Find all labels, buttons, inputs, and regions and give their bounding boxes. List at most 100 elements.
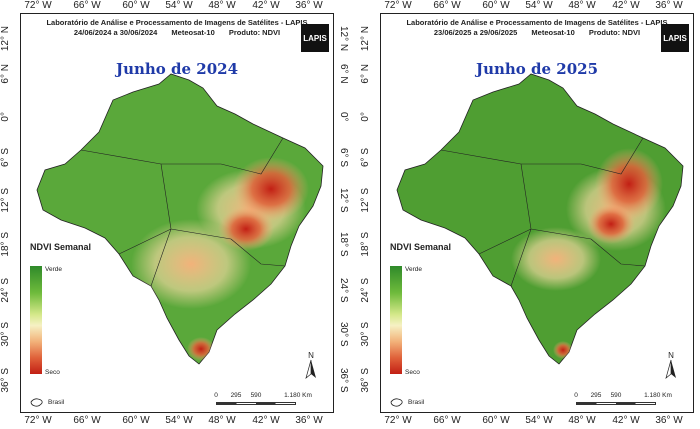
dry-area <box>595 148 663 220</box>
ndvi-map <box>36 73 324 365</box>
lat-tick: 30° S <box>0 322 11 347</box>
north-label: N <box>668 351 674 360</box>
lon-tick: 72° W <box>384 415 412 426</box>
lon-tick: 60° W <box>482 0 510 11</box>
brazil-outline-icon <box>30 398 43 407</box>
map-frame: Laboratório de Análise e Processamento d… <box>20 13 334 413</box>
map-panel-2025: Laboratório de Análise e Processamento d… <box>360 0 700 429</box>
map-title: Junho de 2025 <box>475 60 599 78</box>
lat-tick: 6° S <box>698 148 700 168</box>
satellite-label: Meteosat-10 <box>171 28 215 37</box>
ndvi-map <box>396 73 684 365</box>
lat-tick: 6° N <box>0 64 11 84</box>
lat-tick: 12° S <box>0 188 11 213</box>
period-label: 24/06/2024 a 30/06/2024 <box>73 28 158 37</box>
lat-tick: 18° S <box>0 232 11 257</box>
lon-tick: 36° W <box>295 0 323 11</box>
brazil-legend-label: Brasil <box>48 399 65 406</box>
lat-tick: 12° S <box>698 188 700 213</box>
lat-tick: 0° <box>0 112 11 122</box>
brazil-shape <box>36 73 324 365</box>
lon-tick: 60° W <box>122 415 150 426</box>
lat-tick: 6° N <box>338 64 349 84</box>
scale-bar-graphic <box>216 402 296 405</box>
lat-tick: 24° S <box>698 278 700 303</box>
lon-tick: 72° W <box>24 0 52 11</box>
lat-tick: 12° S <box>338 188 349 213</box>
brazil-outline-icon <box>390 398 403 407</box>
lon-tick: 48° W <box>208 0 236 11</box>
state-border <box>80 137 286 287</box>
scale-label: 295 <box>590 392 602 399</box>
lon-tick: 60° W <box>482 415 510 426</box>
ndvi-color-ramp <box>390 266 402 374</box>
scale-bar-graphic <box>576 402 656 405</box>
header-line1: Laboratório de Análise e Processamento d… <box>406 18 668 27</box>
satellite-label: Meteosat-10 <box>531 28 575 37</box>
lat-tick: 12° N <box>338 26 349 52</box>
lat-tick: 18° S <box>698 232 700 257</box>
brazil-legend: Brasil <box>30 398 64 407</box>
lon-tick: 72° W <box>384 0 412 11</box>
lon-tick: 42° W <box>252 415 280 426</box>
map-frame: Laboratório de Análise e Processamento d… <box>380 13 694 413</box>
lat-tick: 12° N <box>360 26 371 52</box>
dry-area <box>233 157 309 221</box>
brazil-legend-label: Brasil <box>408 399 425 406</box>
lat-tick: 6° N <box>360 64 371 84</box>
lon-tick: 60° W <box>122 0 150 11</box>
ndvi-color-ramp <box>30 266 42 374</box>
lapis-logo: LAPIS <box>301 24 329 52</box>
lat-tick: 0° <box>360 112 371 122</box>
lat-tick: 6° N <box>698 64 700 84</box>
lat-tick: 12° N <box>698 26 700 52</box>
north-label: N <box>308 351 314 360</box>
lon-tick: 72° W <box>24 415 52 426</box>
lon-tick: 66° W <box>73 0 101 11</box>
lon-tick: 36° W <box>655 0 683 11</box>
scale-label: 590 <box>610 392 622 399</box>
legend-low-label: Seco <box>45 369 60 376</box>
scale-label: 590 <box>250 392 262 399</box>
lon-tick: 66° W <box>433 0 461 11</box>
lon-tick: 36° W <box>295 415 323 426</box>
legend-title: NDVI Semanal <box>30 242 92 252</box>
legend-title: NDVI Semanal <box>390 242 452 252</box>
lapis-logo: LAPIS <box>661 24 689 52</box>
lat-tick: 36° S <box>360 368 371 393</box>
lat-tick: 6° S <box>338 148 349 168</box>
lon-tick: 54° W <box>165 415 193 426</box>
scale-label: 295 <box>230 392 242 399</box>
scale-label: 1.180 Km <box>284 392 312 399</box>
panel-divider <box>349 0 357 429</box>
scale-label: 1.180 Km <box>644 392 672 399</box>
header-line2: 24/06/2024 a 30/06/2024 Meteosat-10 Prod… <box>21 28 333 37</box>
scale-bar: 0 295 590 1.180 Km <box>214 392 326 410</box>
lat-tick: 36° S <box>338 368 349 393</box>
lat-tick: 12° N <box>0 26 11 52</box>
scale-label: 0 <box>214 392 218 399</box>
lat-tick: 18° S <box>360 232 371 257</box>
scale-label: 0 <box>574 392 578 399</box>
state-border <box>440 137 646 287</box>
legend-high-label: Verde <box>405 266 422 273</box>
dry-area <box>587 204 635 244</box>
dry-area <box>218 207 274 251</box>
lon-tick: 66° W <box>433 415 461 426</box>
lat-tick: 0° <box>338 112 349 122</box>
product-label: Produto: NDVI <box>228 28 281 37</box>
lon-tick: 42° W <box>612 415 640 426</box>
lat-tick: 24° S <box>338 278 349 303</box>
brazil-shape <box>396 73 684 365</box>
dry-area <box>187 337 215 361</box>
lat-tick: 30° S <box>360 322 371 347</box>
scale-bar: 0 295 590 1.180 Km <box>574 392 686 410</box>
north-arrow-icon: N <box>305 351 316 379</box>
lon-tick: 66° W <box>73 415 101 426</box>
lat-tick: 30° S <box>338 322 349 347</box>
header-line1: Laboratório de Análise e Processamento d… <box>46 18 308 27</box>
lon-tick: 54° W <box>525 415 553 426</box>
legend-high-label: Verde <box>45 266 62 273</box>
map-title: Junho de 2024 <box>115 60 239 78</box>
lon-tick: 54° W <box>525 0 553 11</box>
